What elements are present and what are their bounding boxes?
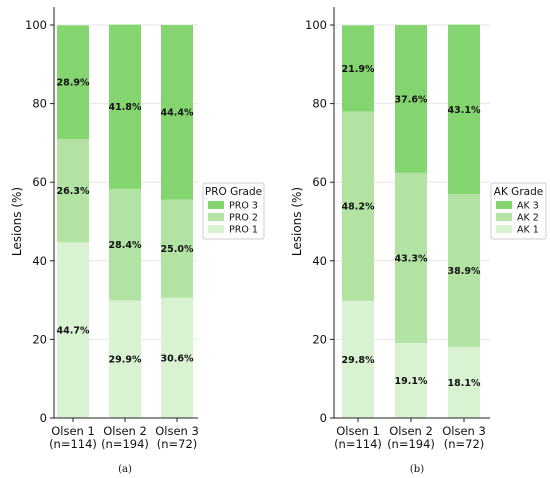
bar-segment — [448, 193, 480, 347]
legend-swatch — [496, 225, 512, 233]
panel-caption: (a) — [118, 464, 132, 475]
legend-item-label: AK 3 — [517, 201, 539, 212]
x-tick-label: (n=72) — [157, 437, 198, 451]
bar-segment — [109, 300, 141, 418]
bar-segment — [342, 25, 374, 112]
data-label: 21.9% — [342, 64, 375, 75]
legend-item-label: PRO 3 — [229, 201, 258, 212]
bar-segment — [161, 199, 193, 298]
data-label: 30.6% — [161, 353, 194, 364]
x-tick-label: Olsen 1 — [51, 424, 95, 438]
panel-caption: (b) — [410, 464, 424, 475]
x-tick-label: (n=194) — [387, 437, 435, 451]
legend-item-label: AK 2 — [517, 213, 539, 224]
x-tick-label: (n=114) — [334, 437, 382, 451]
legend: AK Grade AK 3AK 2AK 1 — [490, 182, 547, 240]
y-tick-label: 40 — [32, 254, 47, 268]
bar-segment — [57, 242, 89, 418]
bar-segment — [342, 300, 374, 418]
bar-segment — [57, 25, 89, 139]
legend-item-label: AK 1 — [517, 225, 539, 236]
bar-segment — [109, 188, 141, 301]
data-label: 44.7% — [57, 326, 90, 337]
legend-item-label: PRO 1 — [229, 225, 258, 236]
bar-segment — [342, 111, 374, 301]
data-label: 43.1% — [448, 105, 481, 116]
legend-title: AK Grade — [494, 186, 543, 198]
y-tick-label: 0 — [40, 411, 47, 425]
bar-segment — [395, 172, 427, 343]
y-tick-label: 60 — [312, 175, 327, 189]
bar-segment — [109, 24, 141, 189]
legend-swatch — [208, 225, 224, 233]
chart-panel-1: 0 20 40 60 80 100 44.7% 26.3% 28.9% Olsen 1(n=114… — [10, 7, 265, 475]
bar-segment — [57, 138, 89, 243]
bar-segment — [161, 25, 193, 200]
y-tick-label: 100 — [25, 18, 47, 32]
data-label: 28.9% — [57, 78, 90, 89]
x-tick-label: (n=114) — [49, 437, 97, 451]
data-label: 48.2% — [342, 202, 375, 213]
data-label: 37.6% — [395, 94, 428, 105]
bar-segment — [395, 25, 427, 173]
legend-swatch — [496, 201, 512, 209]
x-tick-label: (n=194) — [101, 437, 149, 451]
y-tick-label: 20 — [312, 332, 327, 346]
data-label: 29.8% — [342, 355, 375, 366]
data-label: 18.1% — [448, 378, 481, 389]
data-label: 25.0% — [161, 244, 194, 255]
data-label: 43.3% — [395, 253, 428, 264]
y-axis-label: Lesions (%) — [290, 187, 304, 256]
y-tick-label: 80 — [312, 97, 327, 111]
y-tick-label: 80 — [32, 97, 47, 111]
y-tick-label: 0 — [320, 411, 327, 425]
legend-swatch — [208, 201, 224, 209]
bar-segment — [448, 24, 480, 194]
y-axis-label: Lesions (%) — [10, 187, 24, 256]
data-label: 44.4% — [161, 108, 194, 119]
bar-segment — [448, 346, 480, 418]
legend-item-label: PRO 2 — [229, 213, 258, 224]
legend-title: PRO Grade — [205, 186, 262, 198]
x-tick-label: Olsen 2 — [389, 424, 433, 438]
y-tick-label: 20 — [32, 332, 47, 346]
bar-segment — [161, 297, 193, 418]
y-tick-label: 40 — [312, 254, 327, 268]
y-tick-label: 60 — [32, 175, 47, 189]
y-tick-label: 100 — [305, 18, 327, 32]
x-tick-label: Olsen 3 — [442, 424, 486, 438]
legend-swatch — [496, 213, 512, 221]
data-label: 29.9% — [109, 355, 142, 366]
x-tick-label: (n=72) — [444, 437, 485, 451]
data-label: 28.4% — [109, 240, 142, 251]
chart-panel-2: 0 20 40 60 80 100 29.8% 48.2% 21.9% Olsen 1(n=114… — [290, 7, 547, 475]
x-tick-label: Olsen 1 — [336, 424, 380, 438]
x-tick-label: Olsen 2 — [103, 424, 147, 438]
data-label: 41.8% — [109, 102, 142, 113]
bar-segment — [395, 342, 427, 418]
data-label: 38.9% — [448, 266, 481, 277]
data-label: 19.1% — [395, 376, 428, 387]
data-label: 26.3% — [57, 186, 90, 197]
x-tick-label: Olsen 3 — [155, 424, 199, 438]
legend-swatch — [208, 213, 224, 221]
